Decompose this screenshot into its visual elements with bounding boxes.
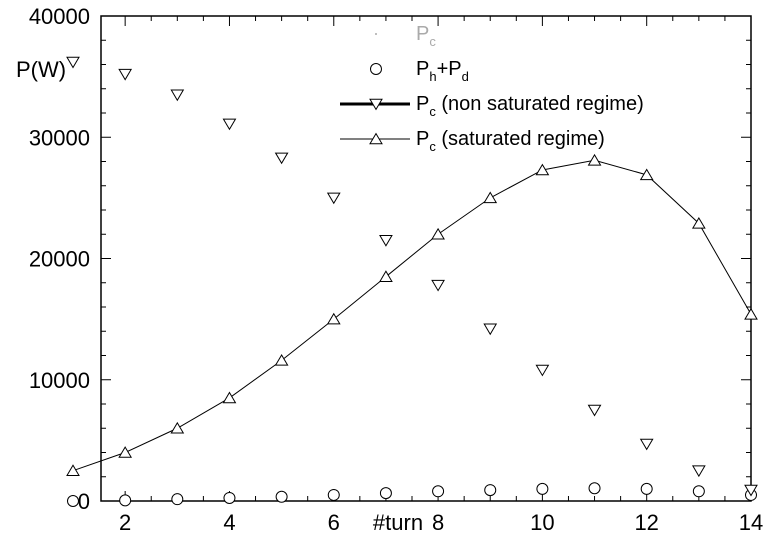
data-point-pc-non-saturated: [326, 192, 341, 205]
series-line-saturated: [72, 159, 752, 472]
data-point-ph-pd: [223, 491, 236, 504]
x-tick-label: 10: [530, 510, 554, 535]
data-point-ph-pd: [379, 487, 392, 500]
legend-symbol-circle: [370, 63, 382, 75]
data-point-ph-pd: [484, 484, 497, 497]
legend-entry-2: Pc (non saturated regime): [416, 93, 644, 119]
data-point-pc-non-saturated: [431, 279, 445, 292]
data-point-ph-pd: [171, 493, 184, 506]
legend-entry-0: Pc: [416, 23, 436, 49]
data-point-ph-pd: [119, 494, 132, 507]
legend-symbol-triangle-up: [369, 132, 383, 145]
x-tick-label: 14: [739, 510, 763, 535]
data-point-pc-non-saturated: [535, 364, 550, 377]
y-tick-label: 20000: [29, 247, 90, 272]
legend-entry-1: Ph+Pd: [416, 58, 469, 84]
data-point-ph-pd: [327, 488, 340, 501]
data-point-pc-non-saturated: [170, 89, 185, 102]
data-point-ph-pd: [640, 482, 653, 495]
x-tick-label: 4: [223, 510, 235, 535]
data-point-pc-saturated: [639, 168, 654, 181]
data-point-pc-non-saturated: [118, 68, 133, 81]
x-tick-label: 8: [432, 510, 444, 535]
data-point-pc-saturated: [170, 421, 185, 434]
data-point-pc-saturated: [379, 270, 393, 282]
data-point-pc-saturated: [222, 391, 237, 404]
x-tick-label: 12: [634, 510, 658, 535]
data-point-pc-non-saturated: [639, 438, 654, 451]
data-point-pc-saturated: [431, 227, 445, 240]
data-point-pc-saturated: [587, 153, 602, 166]
data-point-ph-pd: [588, 482, 601, 495]
legend-entry-3: Pc (saturated regime): [416, 128, 605, 154]
y-tick-label: 40000: [29, 4, 90, 29]
data-point-ph-pd: [67, 495, 79, 507]
data-point-pc-non-saturated: [379, 235, 393, 247]
data-point-pc-saturated: [535, 163, 550, 176]
data-point-pc-non-saturated: [483, 323, 498, 336]
data-point-pc-saturated: [744, 307, 758, 320]
data-point-pc-saturated: [118, 446, 133, 458]
data-point-pc-non-saturated: [587, 404, 602, 417]
x-tick-label: 2: [119, 510, 131, 535]
data-point-ph-pd: [275, 490, 288, 503]
legend-symbol-triangle-down: [369, 98, 383, 111]
y-tick-label: 30000: [29, 125, 90, 150]
data-point-pc-non-saturated: [691, 465, 706, 478]
data-point-pc-non-saturated: [744, 484, 758, 497]
data-point-pc-non-saturated: [274, 152, 289, 165]
data-point-pc-saturated: [326, 312, 341, 325]
data-point-ph-pd: [536, 482, 549, 495]
x-axis-label: #turn: [373, 510, 423, 535]
data-point-ph-pd: [692, 485, 705, 498]
data-point-pc-saturated: [691, 216, 706, 229]
x-tick-label: 6: [328, 510, 340, 535]
data-point-pc-non-saturated: [66, 56, 80, 69]
y-tick-label: 10000: [29, 368, 90, 393]
data-point-pc-saturated: [66, 464, 80, 476]
data-point-pc-saturated: [274, 353, 289, 366]
plot-frame: [100, 15, 752, 502]
data-point-pc-saturated: [483, 191, 498, 204]
y-axis-label: P(W): [16, 57, 66, 82]
legend-symbol-dot: [375, 33, 377, 35]
data-point-pc-non-saturated: [222, 118, 237, 131]
y-tick-label: 0: [78, 489, 90, 514]
data-point-ph-pd: [432, 485, 445, 498]
